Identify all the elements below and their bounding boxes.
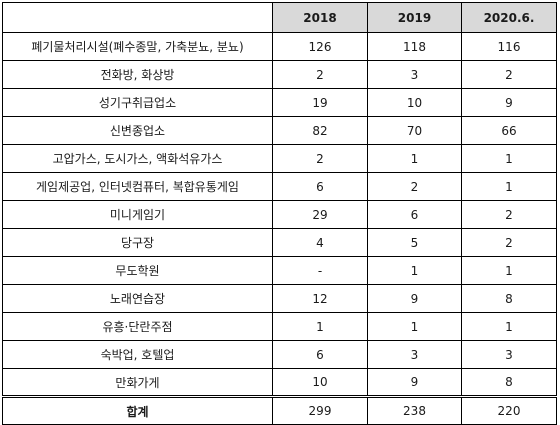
table-row: 무도학원 -1 1 [2, 256, 557, 285]
row-value-2018: 29 [272, 200, 368, 229]
table-row: 만화가게 10 9 8 [2, 368, 557, 397]
row-label: 숙박업, 호텔업 [2, 340, 273, 369]
total-value-2020-6: 220 [461, 395, 557, 425]
total-value-2018: 299 [272, 395, 368, 425]
row-value-2018: 4 [272, 228, 368, 257]
table-row: 신변종업소 82 70 66 [2, 116, 557, 145]
row-label: 전화방, 화상방 [2, 60, 273, 89]
row-label: 노래연습장 [2, 284, 273, 313]
table-body: 폐기물처리시설(폐수종말, 가축분뇨, 분뇨) 126 118 116 전화방, 화상방… [2, 32, 557, 425]
table-row: 숙박업, 호텔업 6 3 3 [2, 340, 557, 369]
row-label: 만화가게 [2, 368, 273, 397]
row-value-2019: 1 [367, 144, 462, 173]
table-row: 유흥·단란주점 1 1 1 [2, 312, 557, 341]
row-label: 무도학원 [2, 256, 273, 285]
row-value-2020-6: 2 [461, 200, 557, 229]
row-value-2020-6: 1 [461, 144, 557, 173]
row-value-2019: 118 [367, 32, 462, 61]
header-corner-cell [2, 2, 273, 33]
row-value-2020-6: 8 [461, 284, 557, 313]
row-value-2018: 12 [272, 284, 368, 313]
row-value-2020-6: 1 [461, 312, 557, 341]
row-label: 성기구취급업소 [2, 88, 273, 117]
row-value-2018: 6 [272, 340, 368, 369]
header-row: 2018 2019 2020.6. [2, 2, 557, 33]
row-value-2020-6: 8 [461, 368, 557, 397]
row-label: 폐기물처리시설(폐수종말, 가축분뇨, 분뇨) [2, 32, 273, 61]
row-value-2019: 5 [367, 228, 462, 257]
row-value-2018: 6 [272, 172, 368, 201]
row-value-2019: 9 [367, 284, 462, 313]
row-label: 유흥·단란주점 [2, 312, 273, 341]
row-value-2020-6: 2 [461, 228, 557, 257]
row-value-2019: 1 [367, 256, 462, 285]
row-value-2018: 1 [272, 312, 368, 341]
table-row: 폐기물처리시설(폐수종말, 가축분뇨, 분뇨) 126 118 116 [2, 32, 557, 61]
row-value-2018: - [272, 256, 368, 285]
row-value-2020-6: 2 [461, 60, 557, 89]
row-value-2018: 10 [272, 368, 368, 397]
table-row: 게임제공업, 인터넷컴퓨터, 복합유통게임 6 2 1 [2, 172, 557, 201]
row-label: 게임제공업, 인터넷컴퓨터, 복합유통게임 [2, 172, 273, 201]
row-value-2020-6: 1 [461, 172, 557, 201]
row-value-2020-6: 3 [461, 340, 557, 369]
table-row: 성기구취급업소 19 10 9 [2, 88, 557, 117]
row-value-2019: 10 [367, 88, 462, 117]
row-value-2020-6: 116 [461, 32, 557, 61]
table-row: 고압가스, 도시가스, 액화석유가스 2 1 1 [2, 144, 557, 173]
row-value-2019: 2 [367, 172, 462, 201]
row-value-2019: 1 [367, 312, 462, 341]
row-value-2018: 2 [272, 144, 368, 173]
row-label: 신변종업소 [2, 116, 273, 145]
header-year-2018: 2018 [272, 2, 368, 33]
total-row: 합계 299 238 220 [2, 395, 557, 425]
row-label: 고압가스, 도시가스, 액화석유가스 [2, 144, 273, 173]
row-value-2018: 82 [272, 116, 368, 145]
row-label: 당구장 [2, 228, 273, 257]
row-value-2019: 3 [367, 60, 462, 89]
row-value-2018: 19 [272, 88, 368, 117]
row-value-2019: 9 [367, 368, 462, 397]
row-value-2019: 3 [367, 340, 462, 369]
total-value-2019: 238 [367, 395, 462, 425]
row-value-2019: 6 [367, 200, 462, 229]
row-value-2020-6: 66 [461, 116, 557, 145]
row-value-2019: 70 [367, 116, 462, 145]
header-year-2019: 2019 [367, 2, 462, 33]
row-value-2018: 126 [272, 32, 368, 61]
row-value-2020-6: 9 [461, 88, 557, 117]
table-row: 미니게임기 29 6 2 [2, 200, 557, 229]
header-year-2020-6: 2020.6. [461, 2, 557, 33]
row-label: 미니게임기 [2, 200, 273, 229]
row-value-2020-6: 1 [461, 256, 557, 285]
total-label: 합계 [2, 395, 273, 425]
row-value-2018: 2 [272, 60, 368, 89]
table-row: 노래연습장 12 9 8 [2, 284, 557, 313]
table-row: 당구장 4 5 2 [2, 228, 557, 257]
table-row: 전화방, 화상방 2 3 2 [2, 60, 557, 89]
